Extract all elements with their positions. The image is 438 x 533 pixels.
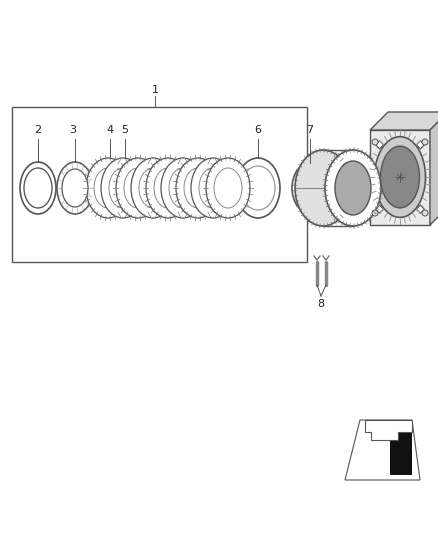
Ellipse shape — [184, 168, 212, 208]
Ellipse shape — [116, 158, 160, 218]
Ellipse shape — [146, 158, 190, 218]
Polygon shape — [417, 141, 424, 149]
Ellipse shape — [62, 169, 88, 207]
Ellipse shape — [20, 162, 56, 214]
Polygon shape — [390, 430, 412, 475]
Ellipse shape — [241, 166, 275, 210]
Circle shape — [372, 210, 378, 216]
Ellipse shape — [199, 168, 227, 208]
Circle shape — [422, 210, 428, 216]
Ellipse shape — [139, 168, 167, 208]
Ellipse shape — [191, 158, 235, 218]
Text: 5: 5 — [121, 125, 128, 135]
Ellipse shape — [154, 168, 182, 208]
Text: 3: 3 — [70, 125, 77, 135]
Polygon shape — [430, 112, 438, 225]
Polygon shape — [345, 420, 420, 480]
Text: 2: 2 — [35, 125, 42, 135]
Ellipse shape — [206, 158, 250, 218]
Polygon shape — [376, 141, 384, 149]
Polygon shape — [376, 205, 384, 213]
Ellipse shape — [124, 168, 152, 208]
Text: 6: 6 — [254, 125, 261, 135]
Circle shape — [372, 139, 378, 145]
Ellipse shape — [24, 168, 52, 208]
Ellipse shape — [374, 136, 425, 217]
Ellipse shape — [161, 158, 205, 218]
Ellipse shape — [94, 168, 122, 208]
Ellipse shape — [236, 158, 280, 218]
Ellipse shape — [176, 158, 220, 218]
Ellipse shape — [292, 164, 324, 212]
Ellipse shape — [101, 158, 145, 218]
Ellipse shape — [109, 168, 137, 208]
Ellipse shape — [296, 170, 320, 206]
Bar — [12, 107, 307, 262]
Text: 4: 4 — [106, 125, 113, 135]
Bar — [370, 130, 430, 225]
Ellipse shape — [295, 150, 351, 226]
Ellipse shape — [335, 161, 371, 215]
Circle shape — [422, 139, 428, 145]
Ellipse shape — [131, 158, 175, 218]
Ellipse shape — [169, 168, 197, 208]
Text: 1: 1 — [152, 85, 159, 95]
Polygon shape — [365, 420, 412, 440]
Text: 7: 7 — [307, 125, 314, 135]
Ellipse shape — [325, 150, 381, 226]
Ellipse shape — [214, 168, 242, 208]
Ellipse shape — [86, 158, 130, 218]
Polygon shape — [417, 205, 424, 213]
Text: 8: 8 — [318, 299, 325, 309]
Ellipse shape — [57, 162, 93, 214]
Ellipse shape — [381, 146, 420, 208]
Polygon shape — [370, 112, 438, 130]
